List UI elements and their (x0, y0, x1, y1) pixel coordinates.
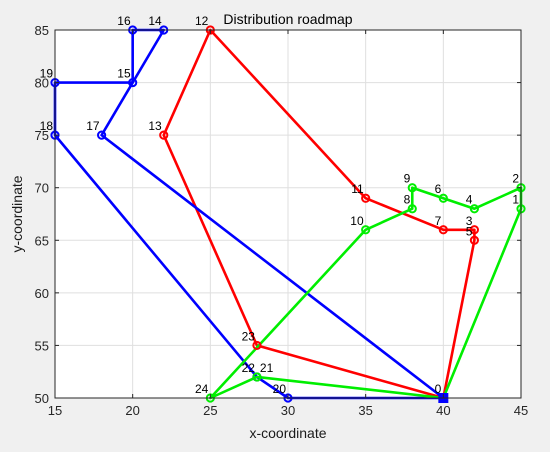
x-axis-label: x-coordinate (249, 425, 326, 441)
blue-route-line (53, 28, 445, 400)
node-label: 0 (435, 382, 442, 396)
node-label: 18 (40, 119, 54, 133)
x-tick-label: 25 (203, 403, 217, 418)
red-route-point (438, 225, 448, 235)
node-label: 2 (512, 172, 519, 186)
node-label: 7 (435, 214, 442, 228)
x-tick-label: 35 (358, 403, 372, 418)
x-axis-ticks: 15 20 25 30 35 40 45 (48, 30, 528, 418)
node-label: 14 (148, 14, 162, 28)
y-tick-label: 55 (35, 338, 49, 353)
node-label: 8 (404, 193, 411, 207)
node-label: 4 (466, 193, 473, 207)
y-tick-label: 85 (35, 23, 49, 38)
node-label: 17 (86, 119, 100, 133)
node-label: 20 (273, 382, 287, 396)
y-tick-label: 65 (35, 233, 49, 248)
red-route-point (469, 235, 479, 245)
red-route-point (469, 225, 479, 235)
x-tick-label: 20 (125, 403, 139, 418)
y-tick-label: 80 (35, 76, 49, 91)
green-route-point (407, 204, 417, 214)
red-route-point (361, 193, 371, 203)
y-tick-label: 50 (35, 391, 49, 406)
green-route-point (469, 204, 479, 214)
y-tick-label: 70 (35, 181, 49, 196)
x-tick-label: 15 (48, 403, 62, 418)
node-label: 16 (117, 14, 131, 28)
red-route-point (159, 130, 169, 140)
node-label: 23 (242, 329, 256, 343)
green-route-point (252, 372, 262, 382)
node-label: 19 (40, 67, 54, 81)
y-tick-label: 75 (35, 128, 49, 143)
node-label: 12 (195, 14, 209, 28)
node-label: 24 (195, 382, 209, 396)
green-route-point (407, 183, 417, 193)
node-label: 11 (351, 182, 364, 196)
x-tick-label: 40 (436, 403, 450, 418)
node-label: 10 (350, 214, 364, 228)
green-route-point (361, 225, 371, 235)
blue-route-point (97, 130, 107, 140)
node-label: 9 (404, 172, 411, 186)
blue-route-point (128, 77, 138, 88)
node-label: 21 (260, 361, 274, 375)
x-tick-label: 45 (514, 403, 528, 418)
chart-title: Distribution roadmap (223, 11, 352, 27)
red-route-point (252, 340, 262, 351)
x-tick-label: 30 (281, 403, 295, 418)
node-label: 15 (117, 67, 131, 81)
y-tick-label: 60 (35, 286, 49, 301)
node-label: 6 (435, 182, 442, 196)
node-label: 5 (466, 224, 473, 238)
node-label: 13 (148, 119, 162, 133)
node-label: 22 (242, 361, 256, 375)
y-axis-label: y-coordinate (9, 175, 25, 252)
node-label: 3 (466, 214, 473, 228)
node-label: 1 (512, 193, 519, 207)
green-route-point (438, 193, 448, 203)
